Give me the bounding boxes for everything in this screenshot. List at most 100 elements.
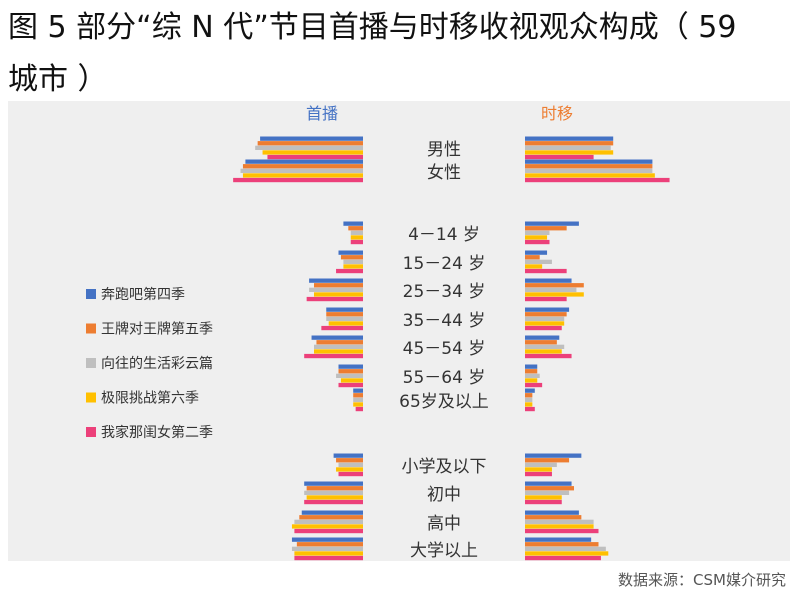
bar-time-shift	[525, 495, 562, 500]
bar-time-shift	[525, 239, 550, 245]
bar-time-shift	[525, 515, 582, 520]
bar-first-run	[304, 481, 363, 486]
bar-time-shift	[525, 226, 567, 231]
category-label: 高中	[427, 514, 461, 534]
bar-time-shift	[525, 173, 655, 178]
panel-header-first-run: 首播	[306, 104, 338, 123]
bar-first-run	[343, 264, 363, 269]
bar-time-shift	[525, 402, 533, 407]
category-label: 25－34 岁	[403, 282, 486, 302]
bar-time-shift	[525, 177, 670, 183]
legend-swatch	[86, 427, 96, 437]
bar-time-shift	[525, 154, 594, 160]
bar-first-run	[242, 173, 363, 178]
bar-first-run	[338, 462, 363, 467]
bar-first-run	[348, 226, 363, 231]
bar-first-run	[340, 378, 363, 383]
bar-first-run	[336, 268, 363, 274]
category-label: 小学及以下	[402, 457, 487, 477]
bar-first-run	[338, 369, 363, 374]
bar-time-shift	[525, 369, 538, 374]
bar-time-shift	[525, 462, 557, 467]
bar-time-shift	[525, 168, 653, 173]
bar-first-run	[338, 471, 363, 477]
source-note: 数据来源：CSM媒介研究	[618, 571, 786, 589]
bar-time-shift	[525, 159, 653, 164]
bar-first-run	[343, 259, 363, 264]
bar-time-shift	[525, 230, 550, 235]
bar-first-run	[294, 519, 363, 524]
bar-first-run	[338, 382, 363, 388]
bar-time-shift	[525, 307, 570, 312]
bar-time-shift	[525, 378, 538, 383]
bar-time-shift	[525, 283, 584, 288]
bar-first-run	[257, 141, 363, 146]
bar-first-run	[309, 287, 363, 292]
bar-time-shift	[525, 316, 565, 321]
bar-time-shift	[525, 264, 543, 269]
bar-first-run	[350, 239, 363, 245]
bar-time-shift	[525, 221, 579, 226]
bar-first-run	[306, 495, 363, 500]
bar-first-run	[336, 373, 363, 378]
bar-time-shift	[525, 255, 540, 260]
bar-first-run	[291, 524, 363, 529]
legend-label: 我家那闺女第二季	[101, 424, 213, 441]
legend-label: 王牌对王牌第五季	[101, 321, 213, 338]
bar-time-shift	[525, 344, 565, 349]
bar-first-run	[304, 490, 363, 495]
bar-time-shift	[525, 397, 533, 402]
figure-title-line-2: 城市 ）	[8, 62, 108, 97]
legend-label: 向往的生活彩云篇	[101, 356, 213, 372]
bar-time-shift	[525, 312, 567, 317]
bar-first-run	[291, 537, 363, 542]
category-label: 65岁及以上	[399, 392, 489, 412]
bar-time-shift	[525, 278, 572, 283]
bar-time-shift	[525, 486, 574, 491]
bar-first-run	[291, 546, 363, 551]
bar-first-run	[314, 349, 363, 354]
bar-time-shift	[525, 546, 606, 551]
bar-first-run	[299, 515, 363, 520]
bar-first-run	[245, 159, 363, 164]
bar-time-shift	[525, 321, 565, 326]
bar-first-run	[233, 177, 363, 183]
category-label: 15－24 岁	[403, 254, 486, 274]
bar-first-run	[336, 458, 363, 463]
category-label: 女性	[427, 163, 461, 183]
category-label: 55－64 岁	[403, 368, 486, 388]
bar-first-run	[316, 340, 363, 345]
bar-first-run	[355, 406, 363, 412]
bar-first-run	[353, 388, 363, 393]
bar-time-shift	[525, 259, 552, 264]
bar-time-shift	[525, 510, 579, 515]
bar-time-shift	[525, 287, 577, 292]
bar-first-run	[301, 510, 363, 515]
bar-time-shift	[525, 388, 535, 393]
bar-first-run	[326, 312, 363, 317]
bar-first-run	[296, 542, 363, 547]
bar-first-run	[321, 325, 363, 331]
bar-time-shift	[525, 150, 614, 155]
bar-first-run	[311, 335, 363, 340]
bar-time-shift	[525, 164, 653, 169]
bar-first-run	[336, 467, 363, 472]
category-label: 45－54 岁	[403, 339, 486, 359]
legend-swatch	[86, 323, 96, 334]
bar-time-shift	[525, 524, 594, 529]
bar-time-shift	[525, 481, 572, 486]
bar-time-shift	[525, 292, 584, 297]
legend-swatch	[86, 392, 96, 403]
bar-first-run	[326, 316, 363, 321]
bar-first-run	[242, 164, 363, 169]
bar-time-shift	[525, 136, 614, 141]
bar-time-shift	[525, 141, 614, 146]
bar-time-shift	[525, 453, 582, 458]
bar-time-shift	[525, 555, 601, 561]
bar-first-run	[338, 364, 363, 369]
bar-time-shift	[525, 145, 611, 150]
bar-time-shift	[525, 458, 570, 463]
legend-label: 极限挑战第六季	[101, 390, 199, 407]
bar-time-shift	[525, 296, 567, 302]
